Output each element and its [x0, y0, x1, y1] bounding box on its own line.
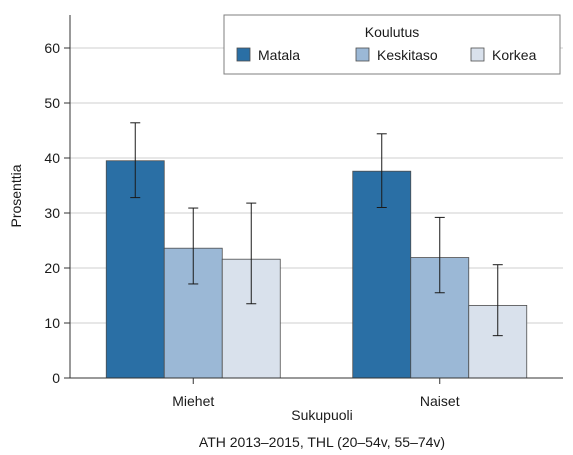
y-tick-label: 30 [44, 205, 60, 221]
y-axis-title: Prosenttia [8, 164, 24, 227]
y-tick-label: 10 [44, 315, 60, 331]
legend-swatch [355, 47, 370, 62]
y-tick-label: 40 [44, 150, 60, 166]
legend-swatch [236, 47, 251, 62]
legend-label: Keskitaso [377, 47, 438, 63]
legend-title: Koulutus [365, 24, 419, 40]
y-tick-label: 60 [44, 40, 60, 56]
y-tick-label: 0 [52, 370, 60, 386]
chart-caption: ATH 2013–2015, THL (20–54v, 55–74v) [199, 434, 445, 450]
legend-swatch [470, 47, 485, 62]
y-tick-labels: 0 10 20 30 40 50 60 [44, 40, 60, 386]
x-tick-label: Miehet [172, 393, 214, 409]
axes [64, 15, 563, 384]
x-tick-label: Naiset [420, 393, 460, 409]
bars [105, 160, 528, 379]
legend-box [223, 14, 561, 75]
error-bars [130, 122, 503, 337]
x-tick-labels: Miehet Naiset [172, 393, 459, 409]
legend-items: Matala Keskitaso Korkea [236, 47, 537, 63]
legend-label: Matala [258, 47, 300, 63]
x-axis-title: Sukupuoli [291, 407, 353, 423]
legend: Koulutus Matala Keskitaso Korkea [223, 14, 561, 75]
y-tick-label: 20 [44, 260, 60, 276]
legend-label: Korkea [492, 47, 537, 63]
y-tick-label: 50 [44, 95, 60, 111]
